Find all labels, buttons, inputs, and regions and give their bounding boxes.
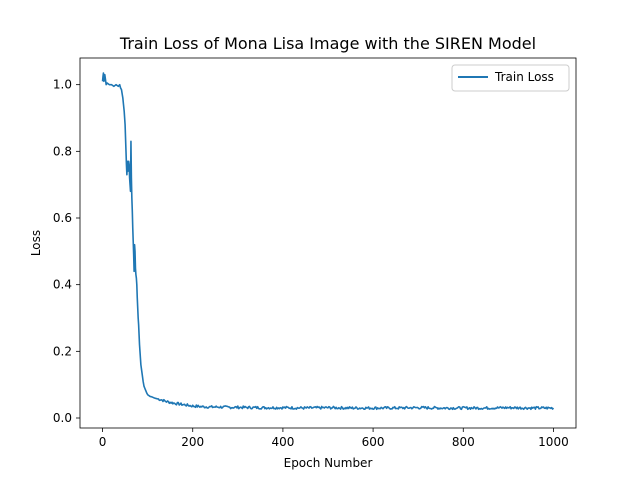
axes-frame [79, 57, 577, 429]
series-line-train-loss [101, 72, 555, 411]
y-axis-label: Loss [29, 230, 43, 256]
legend-frame [451, 64, 570, 92]
x-tick-label: 800 [452, 435, 475, 449]
y-tick-label: 1.0 [53, 78, 72, 92]
x-tick-label: 600 [362, 435, 385, 449]
x-axis-label: Epoch Number [284, 456, 373, 470]
legend-label-train-loss: Train Loss [494, 70, 554, 84]
y-tick-label: 0.6 [53, 211, 72, 225]
chart-title: Train Loss of Mona Lisa Image with the S… [119, 34, 536, 53]
y-tick-label: 0.0 [53, 411, 72, 425]
y-tick-label: 0.2 [53, 344, 72, 358]
plot-area: 0 200 400 600 800 1000 0.0 0.2 0.4 0.6 0.8 1.0 [53, 57, 577, 449]
y-tick-label: 0.4 [53, 278, 72, 292]
x-tick-label: 1000 [538, 435, 569, 449]
legend: Train Loss [451, 64, 570, 92]
y-tick-label: 0.8 [53, 144, 72, 158]
x-tick-label: 200 [181, 435, 204, 449]
series-layer [101, 72, 555, 411]
x-ticks: 0 200 400 600 800 1000 [99, 428, 569, 449]
y-ticks: 0.0 0.2 0.4 0.6 0.8 1.0 [53, 78, 80, 425]
x-tick-label: 0 [99, 435, 107, 449]
x-tick-label: 400 [271, 435, 294, 449]
